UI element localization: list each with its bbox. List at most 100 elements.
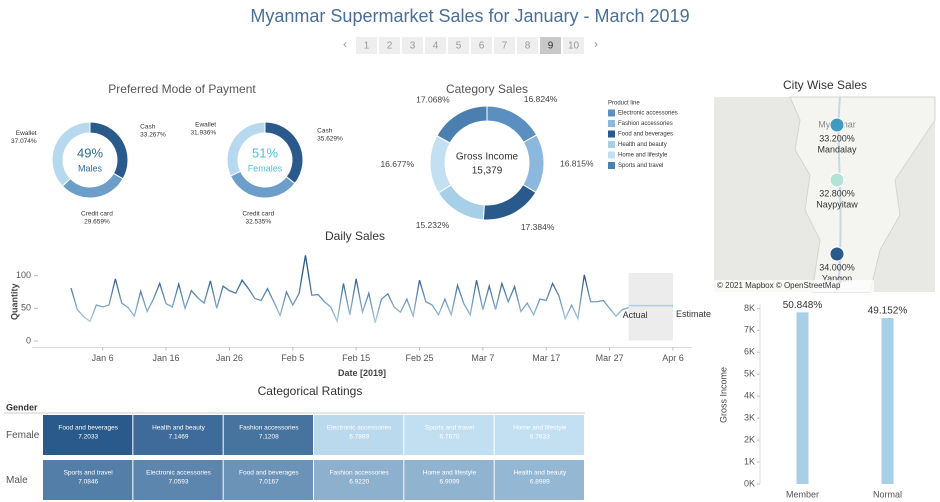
chart-title: City Wise Sales <box>783 78 867 92</box>
page-button[interactable] <box>471 37 492 54</box>
donut-segment <box>226 121 266 177</box>
page-button[interactable] <box>517 37 538 54</box>
heat-cell <box>404 415 494 455</box>
x-tick-label: Normal <box>873 489 902 499</box>
segment-label: 16.815% <box>560 158 594 168</box>
segment-label: 16.824% <box>524 94 558 104</box>
segment-label: 32.535% <box>245 218 271 225</box>
cell-value: 6.8989 <box>530 479 550 486</box>
donut-segment <box>522 134 545 194</box>
y-tick-label: 5K <box>744 369 755 379</box>
cell-value: 6.9099 <box>440 479 460 486</box>
cell-category: Sports and travel <box>425 425 475 432</box>
row-header: Gender <box>6 402 38 412</box>
heat-cell <box>494 460 584 500</box>
page-button[interactable] <box>494 37 515 54</box>
cell-value: 7.2033 <box>78 434 98 441</box>
page-number[interactable]: 7 <box>502 41 508 52</box>
legend-title: Product line <box>608 101 640 107</box>
city-value: 33.200% <box>819 133 855 143</box>
segment-label: 33.267% <box>140 132 166 139</box>
donut-segment <box>51 121 91 187</box>
annotation: Estimate <box>676 309 711 319</box>
x-tick-label: Mar 7 <box>471 353 494 363</box>
page-button[interactable] <box>540 37 561 54</box>
city-name: Naypyitaw <box>816 199 858 209</box>
page-number[interactable]: 10 <box>568 41 580 52</box>
cell-value: 7.0593 <box>169 479 189 486</box>
segment-label: 31.936% <box>190 129 216 136</box>
heat-cell <box>404 460 494 500</box>
annotation: Actual <box>623 310 648 320</box>
x-tick-label: Apr 6 <box>662 353 684 363</box>
x-tick-label: Feb 15 <box>342 353 370 363</box>
legend-label: Food and beverages <box>618 132 673 138</box>
page-button[interactable] <box>356 37 377 54</box>
cell-value: 6.9220 <box>349 479 369 486</box>
heat-cell <box>314 415 404 455</box>
x-tick-label: Jan 6 <box>92 353 114 363</box>
page-number[interactable]: 3 <box>410 41 416 52</box>
page-button[interactable] <box>448 37 469 54</box>
page-number[interactable]: 5 <box>456 41 462 52</box>
page-number[interactable]: 4 <box>433 41 439 52</box>
page-button[interactable] <box>563 37 584 54</box>
legend-swatch <box>608 109 615 117</box>
next-page[interactable]: › <box>594 37 598 51</box>
heat-cell <box>43 415 133 455</box>
city-name: Yangon <box>822 273 852 283</box>
legend-label: Home and lifestyle <box>618 153 668 159</box>
page-button[interactable] <box>425 37 446 54</box>
page-number[interactable]: 1 <box>364 41 370 52</box>
page-number[interactable]: 6 <box>479 41 485 52</box>
donut-segment <box>486 105 538 144</box>
donut-segment <box>436 105 488 144</box>
legend-swatch <box>608 151 615 159</box>
cell-value: 6.7633 <box>530 434 550 441</box>
page-number[interactable]: 8 <box>525 41 531 52</box>
legend-label: Fashion accessories <box>618 121 673 127</box>
cell-value: 7.0846 <box>78 479 98 486</box>
cell-value: 6.7869 <box>349 434 369 441</box>
city-point <box>829 246 845 262</box>
x-tick-label: Jan 16 <box>153 353 180 363</box>
cell-category: Fashion accessories <box>330 470 390 477</box>
y-tick-label: 8K <box>744 303 755 313</box>
page-number[interactable]: 9 <box>548 41 554 52</box>
segment-name: Cash <box>317 127 333 134</box>
segment-name: Credit card <box>81 210 113 217</box>
bar <box>796 312 809 484</box>
y-tick-label: 6K <box>744 347 755 357</box>
chart-title: Categorical Ratings <box>258 384 363 398</box>
cell-category: Sports and travel <box>64 470 114 477</box>
attribution-bg <box>714 280 874 292</box>
heat-cell <box>133 415 223 455</box>
bar-label: 49.152% <box>868 306 908 317</box>
page-number[interactable]: 2 <box>387 41 393 52</box>
page-button[interactable] <box>402 37 423 54</box>
segment-label: 37.074% <box>11 138 37 145</box>
prev-page[interactable]: ‹ <box>343 37 347 51</box>
y-tick-label: 0K <box>744 478 755 488</box>
y-tick-label: 3K <box>744 413 755 423</box>
segment-label: 16.677% <box>380 159 414 169</box>
segment-label: 29.659% <box>84 218 110 225</box>
legend-label: Sports and travel <box>618 163 663 169</box>
cell-value: 6.7670 <box>440 434 460 441</box>
x-tick-label: Feb 25 <box>406 353 434 363</box>
heat-cell <box>43 460 133 500</box>
city-value: 32.800% <box>819 188 855 198</box>
forecast-band <box>628 273 673 341</box>
page-button[interactable] <box>379 37 400 54</box>
x-tick-label: Mar 17 <box>532 353 560 363</box>
y-tick-label: 7K <box>744 325 755 335</box>
row-label: Female <box>6 430 40 441</box>
y-tick-label: 100 <box>16 270 31 280</box>
cell-value: 7.1469 <box>169 434 189 441</box>
donut-segment <box>429 135 452 194</box>
y-tick-label: 4K <box>744 391 755 401</box>
legend-swatch <box>608 141 615 148</box>
x-tick-label: Jan 26 <box>216 353 243 363</box>
heat-cell <box>223 415 313 455</box>
cell-category: Health and beauty <box>513 470 567 477</box>
